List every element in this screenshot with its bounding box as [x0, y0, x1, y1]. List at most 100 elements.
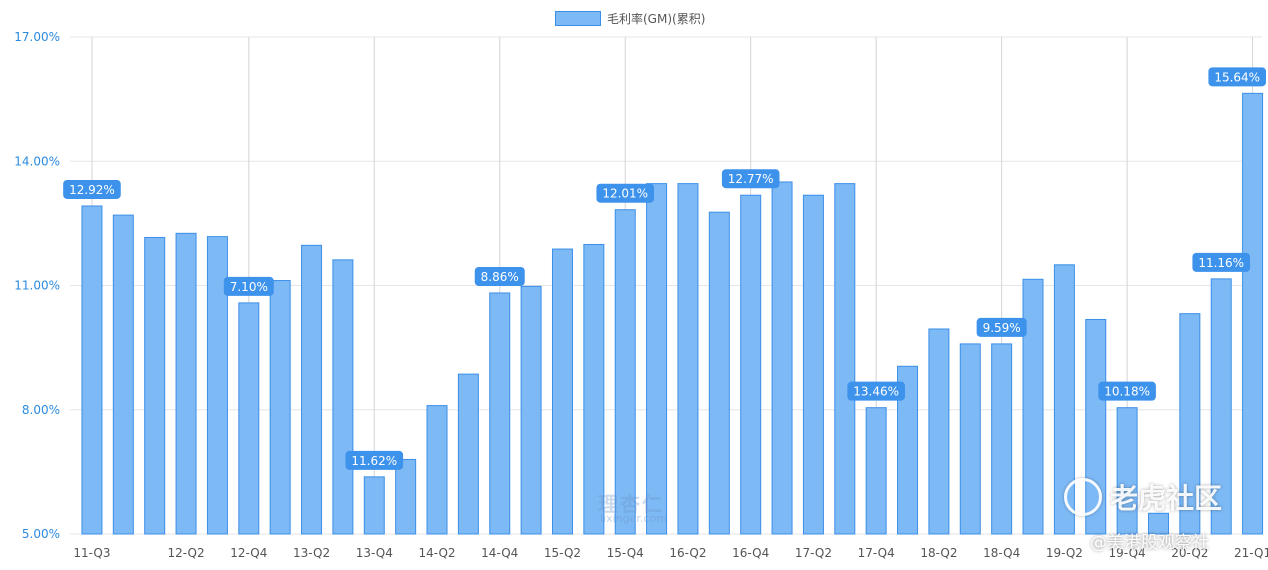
tiger-community-watermark: 老虎社区 [1064, 477, 1222, 517]
data-label-bg [721, 169, 780, 189]
data-label-bg [976, 317, 1027, 337]
data-label-20-Q3: 11.16% [1192, 252, 1251, 272]
x-tick-label: 20-Q2 [1171, 546, 1208, 560]
legend-label: 毛利率(GM)(累积) [607, 11, 706, 26]
data-label-bg [1192, 252, 1251, 272]
data-label-19-Q4: 10.18% [1098, 381, 1156, 401]
data-labels: 12.92% 7.10% 11.62% 8.86% 12.01% 12.77% 13.46%… [63, 67, 1266, 470]
bar-12-Q2[interactable] [175, 232, 197, 535]
y-tick-label: 11.00% [14, 279, 60, 293]
x-tick-label: 12-Q4 [230, 546, 267, 560]
bar-14-Q1[interactable] [395, 458, 417, 535]
x-tick-label: 18-Q4 [983, 546, 1020, 560]
y-axis-ticks: 5.00% 8.00% 11.00% 14.00% 17.00% [14, 30, 60, 541]
bar-13-Q4[interactable] [363, 476, 385, 535]
bar-13-Q2[interactable] [301, 244, 323, 535]
x-tick-label: 12-Q2 [168, 546, 205, 560]
x-tick-label: 11-Q3 [73, 546, 110, 560]
x-tick-label: 13-Q2 [293, 546, 330, 560]
legend[interactable]: 毛利率(GM)(累积) [555, 10, 705, 26]
bar-18-Q1[interactable] [897, 365, 919, 535]
data-label-11-Q3: 12.92% [63, 179, 121, 199]
data-label-bg [474, 266, 525, 286]
y-tick-label: 17.00% [14, 30, 60, 44]
data-label-bg [223, 276, 274, 296]
x-tick-label: 16-Q4 [732, 546, 769, 560]
bar-17-Q4[interactable] [865, 407, 887, 535]
x-tick-label: 21-Q1 [1234, 546, 1268, 560]
data-label-text: 8.86% [481, 270, 519, 284]
bar-12-Q4[interactable] [238, 302, 260, 535]
bar-13-Q3[interactable] [332, 259, 354, 535]
bar-20-Q1[interactable] [1147, 512, 1169, 535]
data-label-bg [63, 179, 121, 199]
x-tick-label: 18-Q2 [920, 546, 957, 560]
x-tick-label: 15-Q2 [544, 546, 581, 560]
bar-series [81, 92, 1264, 535]
data-label-18-Q4: 9.59% [976, 317, 1027, 337]
data-label-text: 11.16% [1198, 256, 1244, 270]
x-tick-label: 14-Q2 [418, 546, 455, 560]
bar-17-Q2[interactable] [802, 194, 824, 535]
bar-11-Q4[interactable] [112, 214, 134, 535]
bar-12-Q3[interactable] [206, 236, 228, 535]
data-label-bg [596, 183, 655, 203]
bar-18-Q2[interactable] [928, 328, 950, 535]
tiger-watermark-text: 老虎社区 [1110, 482, 1223, 515]
bar-14-Q4[interactable] [489, 292, 511, 535]
bar-15-Q3[interactable] [583, 243, 605, 535]
bar-18-Q4[interactable] [991, 343, 1013, 535]
data-label-text: 12.92% [69, 183, 115, 197]
data-label-21-Q1: 15.64% [1208, 67, 1266, 87]
bar-19-Q4[interactable] [1116, 407, 1138, 535]
data-label-text: 11.62% [351, 454, 397, 468]
lixinger-watermark-site: lixinger.com [600, 512, 667, 525]
x-tick-label: 17-Q2 [795, 546, 832, 560]
data-label-17-Q4: 13.46% [847, 381, 905, 401]
data-label-text: 15.64% [1214, 70, 1260, 84]
data-label-13-Q4: 11.62% [345, 450, 404, 470]
bar-15-Q2[interactable] [551, 248, 573, 535]
x-tick-label: 13-Q4 [356, 546, 393, 560]
bar-17-Q1[interactable] [771, 181, 793, 535]
bar-11-Q3[interactable] [81, 205, 103, 535]
tiger-logo-icon [1064, 478, 1102, 516]
bar-19-Q1[interactable] [1022, 278, 1044, 535]
x-tick-label: 19-Q2 [1046, 546, 1083, 560]
x-tick-label: 15-Q4 [607, 546, 644, 560]
x-tick-label: 16-Q2 [669, 546, 706, 560]
y-tick-label: 8.00% [22, 403, 60, 417]
lixinger-watermark-logo: 理杏仁 [598, 492, 664, 516]
data-label-bg [1208, 67, 1266, 87]
bar-12-Q1[interactable] [144, 236, 166, 535]
bar-13-Q1[interactable] [269, 280, 291, 535]
bar-21-Q1[interactable] [1242, 92, 1264, 535]
bar-18-Q3[interactable] [959, 343, 981, 535]
data-label-text: 7.10% [230, 280, 268, 294]
data-label-text: 9.59% [983, 321, 1021, 335]
bar-16-Q4[interactable] [740, 194, 762, 535]
y-tick-label: 5.00% [22, 527, 60, 541]
bar-20-Q3[interactable] [1210, 278, 1232, 535]
data-label-text: 12.77% [728, 172, 774, 186]
bar-16-Q3[interactable] [708, 211, 730, 535]
y-tick-label: 14.00% [14, 154, 60, 168]
bar-15-Q1[interactable] [520, 285, 542, 535]
bar-16-Q2[interactable] [677, 183, 699, 535]
bar-17-Q3[interactable] [834, 183, 856, 535]
bar-19-Q2[interactable] [1053, 264, 1075, 535]
data-label-12-Q4: 7.10% [223, 276, 274, 296]
bar-16-Q1[interactable] [646, 183, 668, 535]
x-tick-label: 19-Q4 [1109, 546, 1146, 560]
handle-watermark: @美港股观察社 [1090, 533, 1209, 553]
bar-14-Q2[interactable] [426, 405, 448, 535]
data-label-bg [847, 381, 905, 401]
x-tick-label: 17-Q4 [858, 546, 895, 560]
legend-swatch [555, 10, 601, 26]
bar-15-Q4[interactable] [614, 209, 636, 535]
bar-14-Q3[interactable] [457, 373, 479, 535]
data-label-bg [345, 450, 404, 470]
data-label-text: 13.46% [853, 385, 899, 399]
bar-20-Q2[interactable] [1179, 313, 1201, 535]
